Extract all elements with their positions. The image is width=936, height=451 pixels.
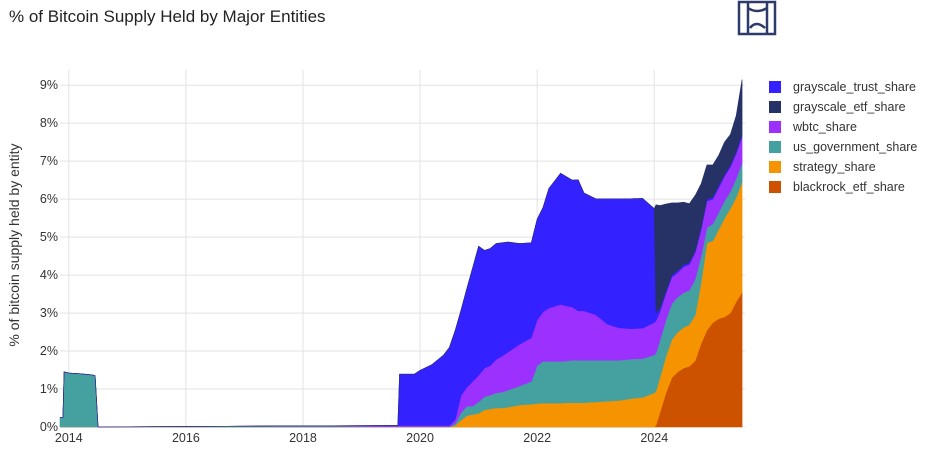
legend-swatch [769, 181, 781, 193]
legend-swatch [769, 101, 781, 113]
x-axis-ticks: 2014 2016 2018 2020 2022 2024 [55, 431, 668, 445]
y-axis-ticks: 0% 1% 2% 3% 4% 5% 6% 7% 8% 9% [40, 78, 58, 434]
x-tick-label: 2022 [523, 431, 551, 445]
ism-monogram-logo-icon [737, 0, 777, 36]
y-tick-label: 7% [40, 154, 58, 168]
legend-item-grayscale_trust_share[interactable]: grayscale_trust_share [769, 77, 917, 97]
y-tick-label: 2% [40, 344, 58, 358]
x-tick-label: 2016 [172, 431, 200, 445]
y-tick-label: 6% [40, 192, 58, 206]
x-tick-label: 2018 [289, 431, 317, 445]
y-tick-label: 3% [40, 306, 58, 320]
x-tick-label: 2020 [406, 431, 434, 445]
legend-label: blackrock_etf_share [793, 180, 905, 194]
y-tick-label: 0% [40, 420, 58, 434]
legend-label: us_government_share [793, 140, 918, 154]
series-area-grayscale_etf_share [60, 79, 743, 428]
y-tick-label: 9% [40, 78, 58, 92]
page-title: % of Bitcoin Supply Held by Major Entiti… [9, 7, 326, 26]
x-tick-label: 2024 [640, 431, 668, 445]
legend-item-grayscale_etf_share[interactable]: grayscale_etf_share [769, 97, 917, 117]
legend-swatch [769, 121, 781, 133]
series-areas [59, 79, 743, 428]
legend-item-strategy_share[interactable]: strategy_share [769, 157, 917, 177]
legend-label: strategy_share [793, 160, 876, 174]
legend-label: wbtc_share [793, 120, 857, 134]
legend-item-blackrock_etf_share[interactable]: blackrock_etf_share [769, 177, 917, 197]
legend-swatch [769, 161, 781, 173]
legend: grayscale_trust_share grayscale_etf_share… [769, 77, 917, 197]
y-tick-label: 1% [40, 382, 58, 396]
y-axis-label: % of bitcoin supply held by entity [6, 143, 22, 346]
x-tick-label: 2014 [55, 431, 83, 445]
legend-swatch [769, 141, 781, 153]
y-tick-label: 5% [40, 230, 58, 244]
legend-item-us_government_share[interactable]: us_government_share [769, 137, 917, 157]
legend-label: grayscale_trust_share [793, 80, 916, 94]
legend-label: grayscale_etf_share [793, 100, 906, 114]
legend-item-wbtc_share[interactable]: wbtc_share [769, 117, 917, 137]
y-tick-label: 8% [40, 116, 58, 130]
legend-swatch [769, 81, 781, 93]
y-tick-label: 4% [40, 268, 58, 282]
